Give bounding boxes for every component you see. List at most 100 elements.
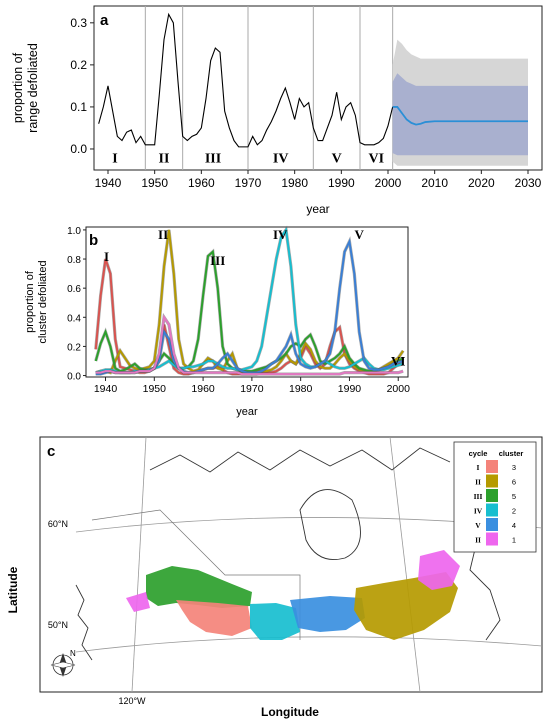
map-y-axis-label: Latitude xyxy=(6,566,20,613)
north-arrow: N xyxy=(50,649,76,677)
b-x-tick-label-2000: 2000 xyxy=(387,383,411,395)
map-coastlines xyxy=(75,447,501,661)
panel-a-cycle-dividers xyxy=(144,6,394,170)
lat-label-50n: 50°N xyxy=(48,620,68,630)
observed-line xyxy=(98,12,394,148)
b-y-tick-label-4: 0.8 xyxy=(67,255,81,266)
legend-swatch-5 xyxy=(486,532,498,546)
map-admin-line xyxy=(91,509,301,640)
map-graticule-labels: 60°N 50°N 120°W xyxy=(48,519,146,706)
panel-b-tag: b xyxy=(89,232,98,249)
panel-b-y-ticks: 0.0 0.2 0.4 0.6 0.8 1.0 xyxy=(67,226,86,383)
b-y-tick-label-3: 0.6 xyxy=(67,284,81,295)
panel-a-x-axis-label: year xyxy=(306,202,329,216)
legend-header-cycle: cycle xyxy=(469,449,488,458)
cluster-region-green xyxy=(146,566,252,608)
b-x-tick-label-1980: 1980 xyxy=(289,383,313,395)
b-y-tick-label-1: 0.2 xyxy=(67,342,81,353)
map-graticule xyxy=(75,436,543,693)
map-x-axis-label: Longitude xyxy=(261,705,319,719)
legend-cluster-2: 5 xyxy=(512,492,516,501)
panel-b-y-label-line2: cluster defoliated xyxy=(37,260,49,343)
x-tick-label-1950: 1950 xyxy=(141,176,168,190)
legend-swatch-1 xyxy=(486,474,498,488)
panel-c-tag: c xyxy=(47,443,55,460)
b-x-tick-label-1990: 1990 xyxy=(338,383,362,395)
panel-b-x-ticks: 1940 1950 1960 1970 1980 1990 2000 xyxy=(94,377,410,395)
b-cycle-label-1: II xyxy=(158,227,168,242)
panel-a-y-ticks: 0.0 0.1 0.2 0.3 xyxy=(70,16,94,156)
panel-b-lines xyxy=(94,225,405,376)
meridian-120w xyxy=(131,436,147,693)
b-cycle-label-3: IV xyxy=(273,227,288,242)
b-x-tick-label-1940: 1940 xyxy=(94,383,118,395)
cycle-label-2: III xyxy=(205,151,221,166)
cluster-region-salmon xyxy=(176,600,252,636)
x-tick-label-1960: 1960 xyxy=(188,176,215,190)
panel-a-forecast-bands xyxy=(392,39,528,166)
x-tick-label-1980: 1980 xyxy=(281,176,308,190)
map-legend-rows: I 3 II 6 III 5 IV 2 V 4 II 1 xyxy=(474,460,516,546)
legend-cluster-0: 3 xyxy=(512,463,516,472)
series-line-cluster-1 xyxy=(95,314,404,376)
b-cycle-label-5: VI xyxy=(391,354,405,369)
lat-label-60n: 60°N xyxy=(48,519,68,529)
x-tick-label-2020: 2020 xyxy=(468,176,495,190)
b-cycle-label-0: I xyxy=(104,249,109,264)
north-arrow-label: N xyxy=(70,649,76,658)
panel-a-tag: a xyxy=(100,12,109,29)
legend-swatch-0 xyxy=(486,460,498,473)
map-legend: cycle cluster I 3 II 6 III 5 IV 2 V 4 II 1 xyxy=(453,441,537,553)
lon-label-120w: 120°W xyxy=(118,696,146,706)
cycle-label-5: VI xyxy=(369,151,385,166)
cycle-label-4: V xyxy=(332,151,342,166)
cluster-region-magenta-west xyxy=(126,592,150,612)
panel-a-y-label-line2: range defoliated xyxy=(26,43,40,133)
cluster-region-magenta xyxy=(418,550,460,590)
legend-cluster-3: 2 xyxy=(512,507,516,516)
x-tick-label-2010: 2010 xyxy=(421,176,448,190)
y-tick-label-1: 0.1 xyxy=(70,100,87,114)
b-y-tick-label-2: 0.4 xyxy=(67,313,81,324)
coastline-arctic xyxy=(149,447,451,473)
b-y-tick-label-0: 0.0 xyxy=(67,372,81,383)
panel-a-lines xyxy=(98,12,528,148)
b-cycle-label-2: III xyxy=(210,253,225,268)
legend-cluster-5: 1 xyxy=(512,536,516,545)
panel-a-plot-frame xyxy=(93,5,543,171)
y-tick-label-3: 0.3 xyxy=(70,16,87,30)
y-tick-label-2: 0.2 xyxy=(70,58,87,72)
x-tick-label-1990: 1990 xyxy=(328,176,355,190)
meridian-east xyxy=(389,436,421,693)
series-line-cluster-4 xyxy=(95,238,404,376)
legend-swatch-4 xyxy=(486,518,498,531)
forecast-line xyxy=(392,106,528,126)
b-x-tick-label-1960: 1960 xyxy=(191,383,215,395)
cluster-region-cyan xyxy=(250,603,300,640)
legend-cycle-5: II xyxy=(475,536,481,545)
cycle-label-3: IV xyxy=(273,151,289,166)
forecast-inner-band xyxy=(392,73,528,156)
legend-cycle-2: III xyxy=(474,492,483,501)
cluster-region-blue xyxy=(290,596,365,632)
x-tick-label-1970: 1970 xyxy=(235,176,262,190)
coastline-hudson-bay xyxy=(299,489,361,560)
panel-a: 1940 1950 1960 1970 1980 1990 2000 2010 2020 2030… xyxy=(11,5,543,216)
cycle-label-0: I xyxy=(112,151,117,166)
legend-cluster-4: 4 xyxy=(512,521,516,530)
legend-cycle-1: II xyxy=(475,478,481,487)
b-y-tick-label-5: 1.0 xyxy=(67,226,81,237)
b-cycle-label-4: V xyxy=(355,227,365,242)
x-tick-label-2030: 2030 xyxy=(515,176,542,190)
b-x-tick-label-1950: 1950 xyxy=(143,383,167,395)
x-tick-label-2000: 2000 xyxy=(375,176,402,190)
y-tick-label-0: 0.0 xyxy=(70,142,87,156)
panel-b-y-label-line1: proportion of xyxy=(24,270,36,333)
panel-b-y-axis-label: proportion of cluster defoliated xyxy=(24,260,49,343)
parallel-50n xyxy=(75,636,543,653)
legend-header-cluster: cluster xyxy=(499,449,524,458)
legend-cycle-3: IV xyxy=(474,507,483,516)
map-clusters xyxy=(126,550,460,640)
